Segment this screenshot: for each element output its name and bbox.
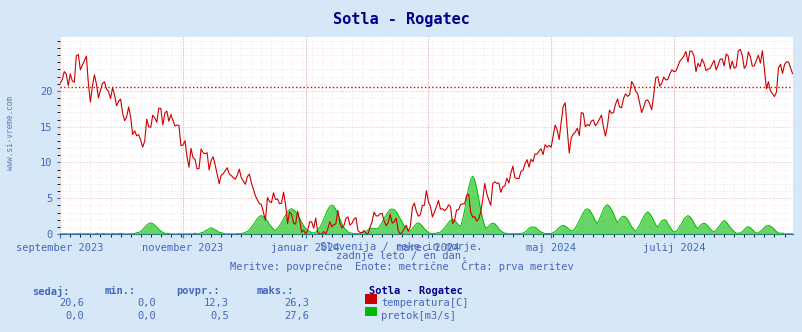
Text: Slovenija / reke in morje.: Slovenija / reke in morje. [320, 242, 482, 252]
Text: maks.:: maks.: [257, 286, 294, 295]
Text: povpr.:: povpr.: [176, 286, 220, 295]
Text: zadnje leto / en dan.: zadnje leto / en dan. [335, 251, 467, 261]
Text: 12,3: 12,3 [204, 298, 229, 308]
Text: 27,6: 27,6 [284, 311, 309, 321]
Text: 26,3: 26,3 [284, 298, 309, 308]
Text: min.:: min.: [104, 286, 136, 295]
Text: 0,0: 0,0 [66, 311, 84, 321]
Text: Meritve: povprečne  Enote: metrične  Črta: prva meritev: Meritve: povprečne Enote: metrične Črta:… [229, 260, 573, 272]
Text: temperatura[C]: temperatura[C] [381, 298, 468, 308]
Text: Sotla - Rogatec: Sotla - Rogatec [333, 12, 469, 27]
Text: 0,5: 0,5 [210, 311, 229, 321]
Text: pretok[m3/s]: pretok[m3/s] [381, 311, 456, 321]
Text: Sotla - Rogatec: Sotla - Rogatec [369, 286, 463, 295]
Text: 0,0: 0,0 [138, 311, 156, 321]
Text: www.si-vreme.com: www.si-vreme.com [6, 96, 15, 170]
Text: 20,6: 20,6 [59, 298, 84, 308]
Text: 0,0: 0,0 [138, 298, 156, 308]
Text: sedaj:: sedaj: [32, 286, 70, 296]
